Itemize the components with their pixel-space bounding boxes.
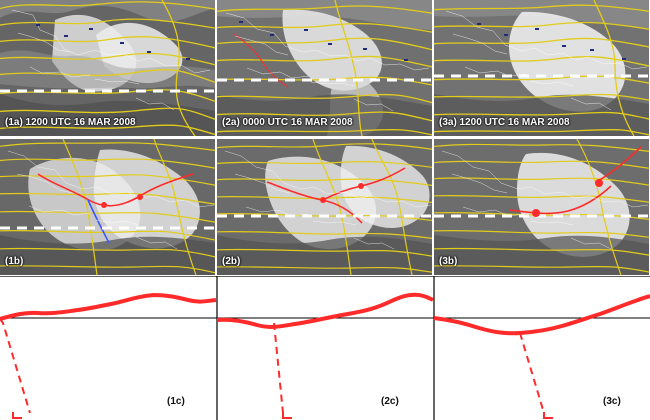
panel-3a-label: (3a) 1200 UTC 16 MAR 2008 bbox=[439, 117, 570, 128]
satellite-map-2a bbox=[217, 0, 432, 136]
satellite-map-1b bbox=[0, 139, 215, 275]
middle-panel-row: (1b) bbox=[0, 139, 650, 275]
panel-2a-label: (2a) 0000 UTC 16 MAR 2008 bbox=[222, 117, 353, 128]
panel-2b: (2b) bbox=[217, 139, 432, 275]
panel-1a-label: (1a) 1200 UTC 16 MAR 2008 bbox=[5, 117, 136, 128]
cross-section-strip: (1c) (2c) (3c) bbox=[0, 276, 650, 420]
panel-1b: (1b) bbox=[0, 139, 215, 275]
panel-1a: (1a) 1200 UTC 16 MAR 2008 bbox=[0, 0, 215, 136]
panel-1b-label: (1b) bbox=[5, 256, 24, 267]
bottom-label-2c: (2c) bbox=[381, 396, 399, 407]
top-panel-row: (1a) 1200 UTC 16 MAR 2008 bbox=[0, 0, 650, 136]
panel-2b-label: (2b) bbox=[222, 256, 241, 267]
panel-2a: (2a) 0000 UTC 16 MAR 2008 bbox=[217, 0, 432, 136]
bottom-label-3c: (3c) bbox=[603, 396, 621, 407]
satellite-map-3b bbox=[434, 139, 649, 275]
panel-3b: (3b) bbox=[434, 139, 649, 275]
bottom-label-1c: (1c) bbox=[167, 396, 185, 407]
satellite-map-2b bbox=[217, 139, 432, 275]
satellite-map-1a bbox=[0, 0, 215, 136]
panel-3b-label: (3b) bbox=[439, 256, 458, 267]
cross-section-svg bbox=[0, 276, 650, 420]
satellite-map-3a bbox=[434, 0, 649, 136]
panel-3a: (3a) 1200 UTC 16 MAR 2008 bbox=[434, 0, 649, 136]
